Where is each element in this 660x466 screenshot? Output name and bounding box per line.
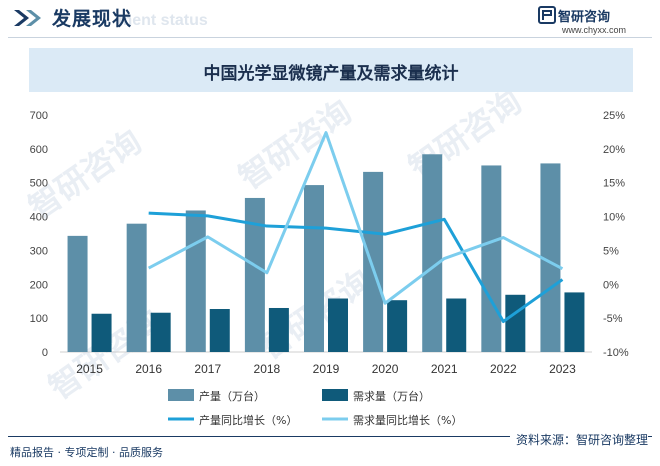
double-chevron-icon bbox=[14, 10, 41, 26]
y-left-tick-label: 700 bbox=[30, 110, 48, 122]
y-left-tick-label: 400 bbox=[30, 212, 48, 224]
x-tick-label: 2021 bbox=[431, 362, 458, 376]
bar-demand bbox=[268, 307, 289, 352]
x-tick-label: 2023 bbox=[549, 362, 576, 376]
y-right-tick-label: 5% bbox=[603, 245, 619, 257]
line-production-growth bbox=[148, 211, 564, 324]
brand: 智研咨询 www.chyxx.com bbox=[538, 5, 648, 37]
y-left-tick-label: 500 bbox=[30, 178, 48, 190]
bar-demand bbox=[505, 294, 526, 352]
y-right-tick-label: -5% bbox=[603, 313, 623, 325]
line-demand-growth bbox=[147, 131, 564, 305]
bar-production bbox=[67, 235, 88, 352]
bar-demand bbox=[564, 292, 585, 352]
header-title: 发展现状 bbox=[52, 8, 133, 30]
x-tick-label: 2020 bbox=[372, 362, 399, 376]
y-right-tick-label: 15% bbox=[603, 178, 625, 190]
footer-source: 资料来源：智研咨询整理 bbox=[509, 431, 648, 448]
header-divider bbox=[8, 37, 652, 38]
chart-title-box: 中国光学显微镜产量及需求量统计 bbox=[29, 48, 633, 92]
bar-production bbox=[126, 223, 147, 352]
bar-production bbox=[540, 163, 561, 352]
legend-label: 产量（万台） bbox=[199, 389, 265, 403]
brand-name: 智研咨询 bbox=[558, 10, 611, 25]
y-right-tick-label: 10% bbox=[603, 212, 625, 224]
x-tick-label: 2018 bbox=[254, 362, 281, 376]
x-tick-label: 2017 bbox=[194, 362, 221, 376]
chart-title: 中国光学显微镜产量及需求量统计 bbox=[203, 64, 459, 84]
bar-production bbox=[363, 171, 384, 352]
x-tick-label: 2016 bbox=[135, 362, 162, 376]
bar-demand bbox=[387, 300, 408, 352]
legend-label: 需求量（万台） bbox=[353, 389, 430, 403]
legend-label: 需求量同比增长（%） bbox=[353, 413, 462, 427]
y-left-tick-label: 0 bbox=[42, 347, 48, 359]
y-left-tick-label: 100 bbox=[30, 313, 48, 325]
x-tick-label: 2015 bbox=[76, 362, 103, 376]
brand-url: www.chyxx.com bbox=[562, 25, 627, 35]
bar-demand bbox=[150, 312, 171, 352]
x-tick-label: 2019 bbox=[313, 362, 340, 376]
brand-logo-icon bbox=[538, 6, 556, 24]
legend-label: 产量同比增长（%） bbox=[199, 413, 297, 427]
header-subtitle-ghost: ment status bbox=[118, 12, 208, 29]
bar-demand bbox=[446, 298, 467, 352]
footer-tagline: 精品报告 · 专项定制 · 品质服务 bbox=[10, 446, 163, 459]
y-left-tick-label: 200 bbox=[30, 279, 48, 291]
legend-swatch bbox=[322, 389, 348, 401]
footer-divider bbox=[8, 436, 652, 437]
y-right-tick-label: 25% bbox=[603, 110, 625, 122]
x-tick-label: 2022 bbox=[490, 362, 517, 376]
y-right-tick-label: -10% bbox=[603, 347, 629, 359]
y-right-tick-label: 0% bbox=[603, 279, 619, 291]
bar-demand bbox=[328, 298, 348, 352]
bar-production bbox=[481, 165, 502, 352]
bar-demand bbox=[91, 313, 112, 352]
bar-demand bbox=[209, 309, 230, 352]
header: ment status 发展现状 智研咨询 www.chyxx.com bbox=[0, 0, 660, 40]
legend-swatch bbox=[168, 389, 194, 401]
bar-production bbox=[185, 210, 206, 352]
y-left-tick-label: 300 bbox=[30, 245, 48, 257]
bar-production bbox=[244, 197, 265, 352]
bar-production bbox=[422, 154, 443, 352]
bar-production bbox=[304, 185, 324, 352]
chart: 0 100 200 300 400 500 600 700 -10% -5% 0% 5% 10% 15% 2… bbox=[30, 110, 629, 427]
y-right-tick-label: 20% bbox=[603, 144, 625, 156]
y-left-tick-label: 600 bbox=[30, 144, 48, 156]
